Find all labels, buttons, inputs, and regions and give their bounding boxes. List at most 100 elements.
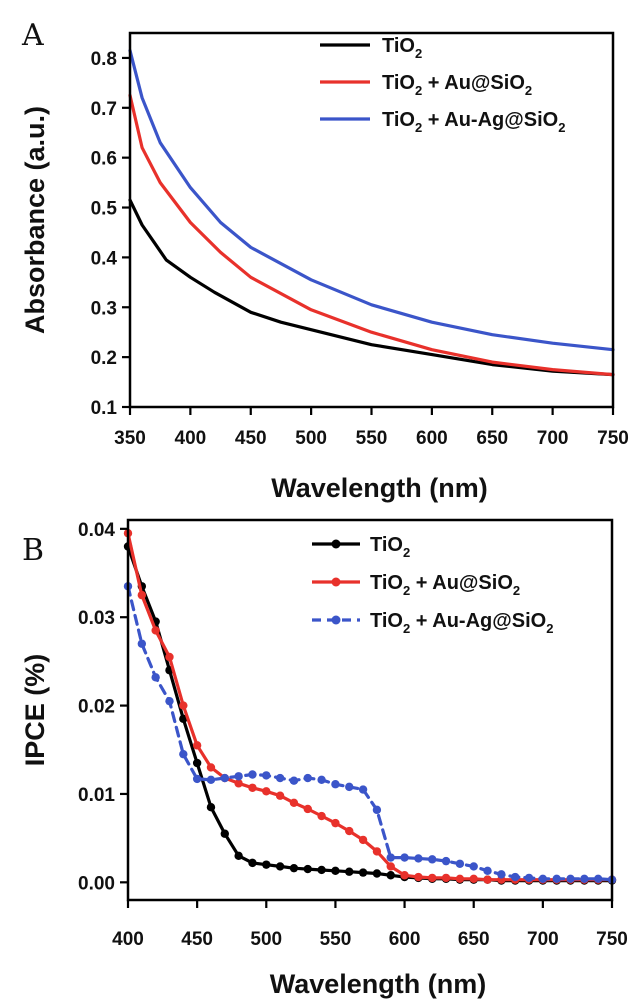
x-tick-label: 650 [458,929,490,950]
y-tick-label: 0.8 [91,49,117,70]
x-tick-label: 700 [527,929,559,950]
data-point [262,771,271,780]
y-tick-label: 0.7 [91,99,117,120]
data-point [386,853,395,862]
data-point [358,835,368,845]
legend-marker [331,577,341,587]
data-point [372,869,382,878]
legend-marker [331,615,341,625]
x-tick-label: 550 [320,929,352,950]
data-point [414,872,423,882]
data-point [248,770,257,779]
x-tick-label: 700 [537,428,569,449]
series-line-1 [126,544,614,883]
data-point [151,673,160,682]
data-point [455,874,465,883]
x-tick-label: 450 [181,929,213,950]
data-point [593,874,603,883]
data-point [317,865,326,875]
y-axis-title: IPCE (%) [20,654,50,767]
data-point [428,873,437,883]
data-point [179,701,188,710]
x-tick-label: 350 [114,428,146,449]
data-point [262,860,271,869]
x-tick-label: 500 [295,428,327,449]
legend-entry: TiO2 + Au-Ag@SiO2 [382,109,565,135]
x-tick-label: 500 [250,929,282,950]
data-point [483,875,492,884]
data-point [317,811,326,821]
x-tick-label: 450 [235,428,267,449]
data-point [289,776,299,785]
data-point [497,870,506,879]
data-point [483,866,492,876]
data-point [331,866,340,876]
data-point [179,714,188,724]
series-group [123,529,617,885]
chart-panel-b: B 400 450 500 550 600 650 700 750 0.00 0.01 0.02 0.0… [20,518,628,999]
data-point [192,758,202,768]
data-point [262,787,271,796]
data-point [303,864,312,874]
x-tick-label: 400 [112,929,144,950]
x-axis-title: Wavelength (nm) [270,969,487,999]
data-point [345,826,354,836]
series-line-1 [128,198,615,377]
data-point [414,854,423,863]
y-tick-label: 0.5 [91,199,118,220]
data-point [469,874,478,883]
data-point [386,871,395,880]
data-point [137,590,147,600]
y-tick-label: 0.4 [91,248,118,269]
y-tick-label: 0.3 [91,298,117,319]
data-point [372,847,382,856]
panel-letter: B [22,533,44,568]
data-point [331,780,340,789]
series-line-3 [128,48,615,352]
data-point [524,873,534,883]
y-tick-label: 0.1 [91,398,118,419]
data-point [303,804,312,814]
data-point [248,783,257,792]
x-axis-title: Wavelength (nm) [271,473,488,503]
data-point [386,862,395,871]
data-point [441,873,451,883]
x-tick-label: 400 [175,428,207,449]
data-point [345,782,354,792]
data-point [400,871,409,880]
data-point [511,872,520,882]
data-point [538,874,548,883]
data-point [317,775,326,785]
series-line-2 [128,93,615,377]
legend-entry: TiO2 + Au-Ag@SiO2 [370,610,553,636]
legend-entry: TiO2 [382,35,422,61]
data-point [455,859,465,868]
data-point [220,829,229,838]
y-tick-label: 0.03 [78,608,115,629]
data-point [358,785,368,794]
data-point [289,863,299,873]
data-point [220,773,229,783]
data-point [552,874,561,883]
data-point [428,855,437,864]
data-point [192,741,202,750]
panel-letter: A [21,18,44,53]
chart-panel-a: A 350 400 450 500 550 600 650 700 750 0.1 0.2 0.3 0.4… [20,18,629,503]
data-point [165,696,174,706]
y-tick-label: 0.04 [78,520,115,541]
data-point [469,862,478,871]
x-tick-label: 650 [476,428,508,449]
data-point [234,779,243,788]
x-tick-label: 750 [596,929,628,950]
x-tick-label: 550 [356,428,388,449]
data-point [234,772,243,781]
data-point [580,874,589,883]
data-point [234,851,243,861]
legend: TiO2 TiO2 + Au@SiO2 TiO2 + Au-Ag@SiO2 [320,35,565,135]
data-point [192,774,202,784]
data-point [151,626,160,635]
data-point [137,639,147,648]
data-point [275,791,285,800]
data-point [179,749,188,759]
